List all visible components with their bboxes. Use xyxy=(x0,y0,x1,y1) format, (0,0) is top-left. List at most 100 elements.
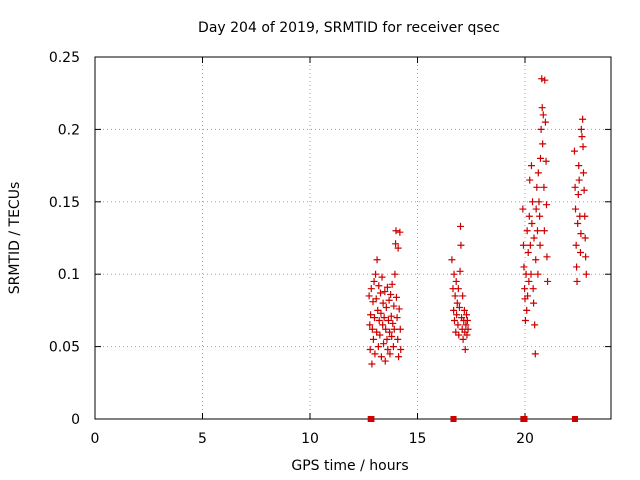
series-pass-2 xyxy=(448,222,472,353)
data-point xyxy=(366,345,374,353)
data-point xyxy=(393,314,401,322)
data-point xyxy=(578,133,586,141)
data-point xyxy=(521,317,529,325)
data-point xyxy=(528,220,536,228)
data-point xyxy=(573,277,581,285)
data-point xyxy=(397,345,405,353)
data-point xyxy=(577,230,585,238)
data-point xyxy=(369,335,377,343)
data-point xyxy=(524,292,532,300)
data-point xyxy=(462,321,470,329)
data-point xyxy=(581,212,589,220)
chart-title: Day 204 of 2019, SRMTID for receiver qse… xyxy=(198,20,500,36)
data-point xyxy=(390,325,398,333)
data-point xyxy=(574,220,582,228)
data-point xyxy=(460,306,468,314)
data-point xyxy=(457,222,464,230)
data-point xyxy=(372,270,380,278)
data-point xyxy=(577,125,585,133)
data-point xyxy=(523,306,531,314)
data-point xyxy=(371,350,379,358)
data-point xyxy=(575,162,583,170)
data-point xyxy=(378,273,386,281)
data-point xyxy=(375,317,383,325)
data-point xyxy=(526,241,534,249)
x-tick-label: 5 xyxy=(198,431,207,447)
data-point xyxy=(451,292,459,300)
data-points xyxy=(365,75,590,368)
rug-mark xyxy=(522,416,528,422)
data-point xyxy=(532,256,540,264)
data-point xyxy=(384,317,392,325)
y-tick-label: 0.1 xyxy=(58,267,80,283)
data-point xyxy=(531,350,539,358)
data-point xyxy=(543,201,550,209)
data-point xyxy=(531,321,539,329)
data-point xyxy=(520,263,528,271)
data-point xyxy=(521,285,529,293)
data-point xyxy=(573,263,581,271)
data-point xyxy=(536,154,544,162)
data-point xyxy=(579,169,587,177)
data-point xyxy=(454,285,462,293)
data-point xyxy=(381,357,389,365)
tick-layer: 0 0.05 0.1 0.15 0.2 0.25 0 5 10 15 20 xyxy=(49,50,611,447)
data-point xyxy=(523,227,531,235)
data-point xyxy=(450,317,458,325)
data-point xyxy=(367,285,375,293)
data-point xyxy=(459,292,467,300)
data-point xyxy=(524,248,532,256)
rug-mark xyxy=(369,416,375,422)
data-point xyxy=(576,248,584,256)
x-tick-label: 10 xyxy=(301,431,319,447)
data-point xyxy=(365,292,373,300)
data-point xyxy=(543,253,551,261)
rug-mark xyxy=(573,416,579,422)
data-point xyxy=(392,293,400,301)
data-point xyxy=(525,212,533,220)
data-point xyxy=(533,183,541,191)
data-point xyxy=(534,169,542,177)
data-point xyxy=(387,290,395,298)
data-point xyxy=(542,157,550,165)
data-point xyxy=(570,147,578,155)
data-point xyxy=(388,280,396,288)
data-point xyxy=(571,183,579,191)
data-point xyxy=(538,75,546,83)
data-point xyxy=(386,350,394,358)
data-point xyxy=(534,270,542,278)
data-point xyxy=(461,345,469,353)
data-point xyxy=(372,295,380,303)
data-point xyxy=(463,317,471,325)
data-point xyxy=(464,325,472,333)
data-point xyxy=(370,277,378,285)
y-axis-label: SRMTID / TECUs xyxy=(7,182,23,295)
data-point xyxy=(532,205,540,213)
data-point xyxy=(453,311,461,319)
data-point xyxy=(379,321,387,329)
rug-mark xyxy=(451,416,457,422)
data-point xyxy=(459,335,467,343)
data-point xyxy=(535,198,543,206)
data-point xyxy=(455,331,463,339)
data-point xyxy=(380,340,388,348)
data-point xyxy=(366,321,374,329)
x-tick-label: 20 xyxy=(516,431,534,447)
series-pass-1 xyxy=(365,227,405,368)
data-point xyxy=(527,270,535,278)
data-point xyxy=(450,270,458,278)
data-point xyxy=(572,241,580,249)
data-point xyxy=(582,253,590,261)
data-point xyxy=(530,299,538,307)
data-point xyxy=(387,312,395,320)
data-point xyxy=(394,335,402,343)
y-tick-label: 0.2 xyxy=(58,122,80,138)
x-axis-label: GPS time / hours xyxy=(291,458,408,474)
data-point xyxy=(463,311,471,319)
data-point xyxy=(581,234,589,242)
data-point xyxy=(582,270,590,278)
x-tick-label: 15 xyxy=(409,431,427,447)
data-point xyxy=(538,104,546,112)
data-point xyxy=(368,360,376,368)
